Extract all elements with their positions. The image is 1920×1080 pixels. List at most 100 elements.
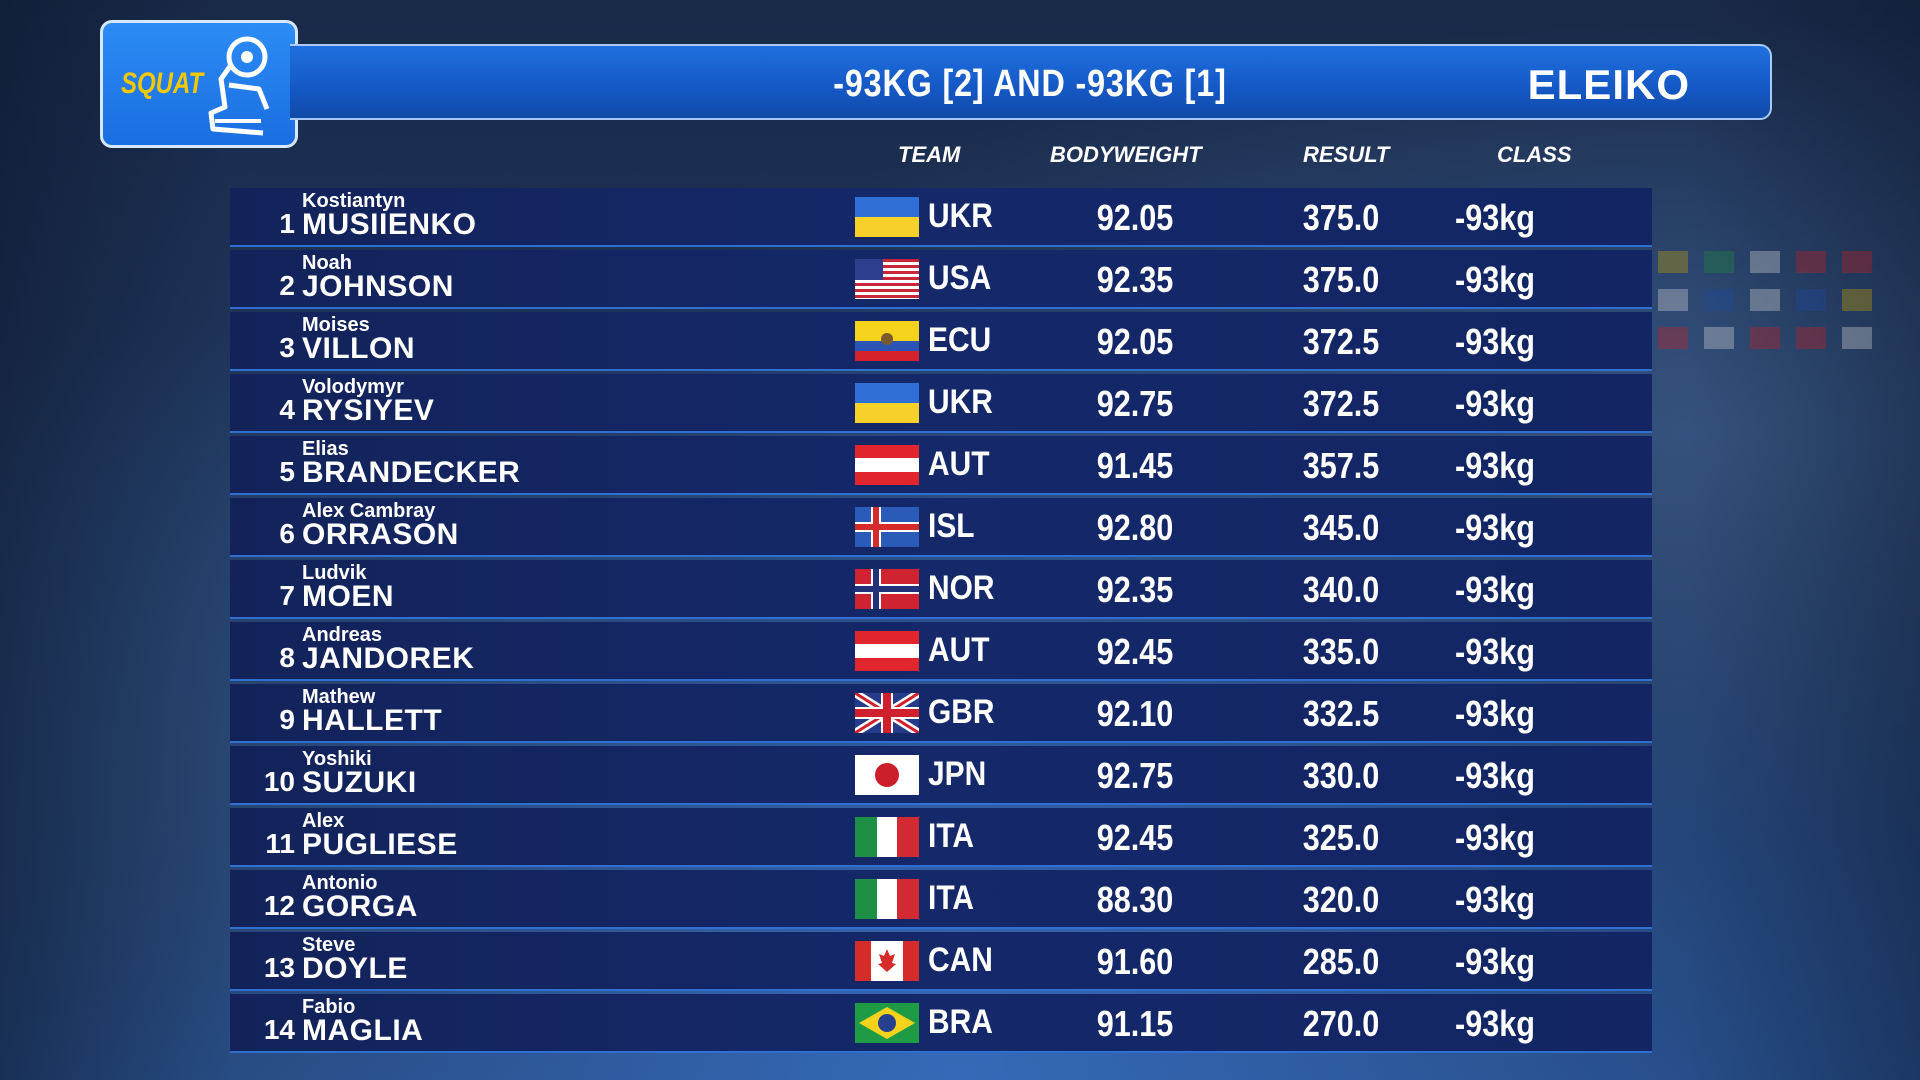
weight-class: -93kg bbox=[1455, 383, 1535, 424]
bodyweight-value: 92.80 bbox=[1096, 507, 1174, 548]
athlete-first-name: Noah bbox=[302, 252, 352, 274]
result-value: 285.0 bbox=[1302, 941, 1380, 982]
athlete-last-name: PUGLIESE bbox=[302, 828, 458, 861]
athlete-first-name: Fabio bbox=[302, 996, 356, 1018]
bodyweight-value: 92.75 bbox=[1096, 383, 1174, 424]
athlete-first-name: Ludvik bbox=[302, 562, 367, 584]
weight-class: -93kg bbox=[1455, 569, 1535, 610]
weight-class: -93kg bbox=[1455, 445, 1535, 486]
athlete-first-name: Kostiantyn bbox=[302, 190, 406, 212]
bodyweight-value: 92.10 bbox=[1096, 693, 1174, 734]
rank-number: 4 bbox=[279, 394, 295, 425]
event-logo: SQUAT bbox=[100, 20, 298, 148]
rank-number: 13 bbox=[263, 952, 295, 983]
athlete-last-name: SUZUKI bbox=[302, 766, 417, 799]
country-flag-icon bbox=[855, 693, 919, 733]
bodyweight-value: 92.05 bbox=[1096, 321, 1174, 362]
athlete-last-name: ORRASON bbox=[302, 518, 459, 551]
athlete-first-name: Moises bbox=[302, 314, 370, 336]
result-value: 320.0 bbox=[1302, 879, 1380, 920]
athlete-first-name: Volodymyr bbox=[302, 376, 404, 398]
bodyweight-value: 91.15 bbox=[1096, 1003, 1174, 1044]
bodyweight-value: 88.30 bbox=[1096, 879, 1174, 920]
country-flag-icon bbox=[855, 383, 919, 423]
page-title: -93KG [2] AND -93KG [1] bbox=[833, 63, 1227, 105]
country-flag-icon bbox=[855, 197, 919, 237]
rank-number: 11 bbox=[265, 828, 295, 859]
team-code: AUT bbox=[928, 631, 990, 669]
rank-number: 10 bbox=[263, 766, 295, 797]
table-row: 14 Fabio MAGLIA BRA 91.15 270.0 -93kg bbox=[230, 994, 1652, 1053]
result-value: 372.5 bbox=[1302, 321, 1380, 362]
bodyweight-value: 92.35 bbox=[1096, 259, 1174, 300]
weight-class: -93kg bbox=[1455, 941, 1535, 982]
table-row: 13 Steve DOYLE CAN 91.60 285.0 -93kg bbox=[230, 932, 1652, 991]
sponsor-logo: ELEIKO bbox=[1527, 61, 1690, 108]
column-header-team: TEAM bbox=[898, 142, 961, 167]
athlete-last-name: MUSIIENKO bbox=[302, 208, 477, 241]
bodyweight-value: 92.45 bbox=[1096, 631, 1174, 672]
column-header-result: RESULT bbox=[1303, 142, 1390, 167]
column-header-bodyweight: BODYWEIGHT bbox=[1050, 142, 1202, 167]
result-value: 372.5 bbox=[1302, 383, 1380, 424]
team-code: USA bbox=[928, 259, 992, 297]
country-flag-icon bbox=[855, 445, 919, 485]
rank-number: 5 bbox=[279, 456, 295, 487]
athlete-last-name: VILLON bbox=[302, 332, 415, 365]
athlete-last-name: GORGA bbox=[302, 890, 418, 923]
result-value: 375.0 bbox=[1302, 197, 1380, 238]
athlete-first-name: Elias bbox=[302, 438, 349, 460]
team-code: UKR bbox=[928, 383, 993, 421]
squat-lifter-icon bbox=[208, 36, 270, 136]
athlete-last-name: JOHNSON bbox=[302, 270, 454, 303]
rank-number: 6 bbox=[279, 518, 295, 549]
country-flag-icon bbox=[855, 879, 919, 919]
result-value: 330.0 bbox=[1302, 755, 1380, 796]
athlete-last-name: JANDOREK bbox=[302, 642, 475, 675]
result-value: 357.5 bbox=[1302, 445, 1380, 486]
table-row: 7 Ludvik MOEN NOR 92.35 340.0 -93kg bbox=[230, 560, 1652, 619]
athlete-first-name: Mathew bbox=[302, 686, 376, 708]
athlete-first-name: Alex Cambray bbox=[302, 500, 436, 522]
table-row: 6 Alex Cambray ORRASON ISL 92.80 345.0 -93kg bbox=[230, 498, 1652, 557]
weight-class: -93kg bbox=[1455, 693, 1535, 734]
column-header-class: CLASS bbox=[1497, 142, 1572, 167]
athlete-first-name: Antonio bbox=[302, 872, 378, 894]
team-code: UKR bbox=[928, 197, 993, 235]
table-row: 11 Alex PUGLIESE ITA 92.45 325.0 -93kg bbox=[230, 808, 1652, 867]
team-code: GBR bbox=[928, 693, 995, 731]
result-value: 345.0 bbox=[1302, 507, 1380, 548]
result-value: 325.0 bbox=[1302, 817, 1380, 858]
weight-class: -93kg bbox=[1455, 321, 1535, 362]
table-row: 5 Elias BRANDECKER AUT 91.45 357.5 -93kg bbox=[230, 436, 1652, 495]
table-row: 3 Moises VILLON ECU 92.05 372.5 -93kg bbox=[230, 312, 1652, 371]
country-flag-icon bbox=[855, 1003, 919, 1043]
event-logo-label: SQUAT bbox=[121, 67, 204, 100]
country-flag-icon bbox=[855, 817, 919, 857]
header-bar: -93KG [2] AND -93KG [1] ELEIKO bbox=[290, 44, 1772, 120]
bodyweight-value: 92.05 bbox=[1096, 197, 1174, 238]
results-table: 1 Kostiantyn MUSIIENKO UKR 92.05 375.0 -93kg 2 N… bbox=[230, 188, 1652, 1056]
bodyweight-value: 91.60 bbox=[1096, 941, 1174, 982]
country-flag-icon bbox=[855, 755, 919, 795]
bodyweight-value: 92.75 bbox=[1096, 755, 1174, 796]
team-code: ITA bbox=[928, 817, 974, 855]
result-value: 340.0 bbox=[1302, 569, 1380, 610]
rank-number: 14 bbox=[263, 1014, 295, 1045]
table-row: 8 Andreas JANDOREK AUT 92.45 335.0 -93kg bbox=[230, 622, 1652, 681]
team-code: AUT bbox=[928, 445, 990, 483]
team-code: CAN bbox=[928, 941, 993, 979]
background-flags-decoration bbox=[1650, 245, 1920, 445]
country-flag-icon bbox=[855, 941, 919, 981]
team-code: ISL bbox=[928, 507, 975, 545]
athlete-last-name: BRANDECKER bbox=[302, 456, 521, 489]
weight-class: -93kg bbox=[1455, 755, 1535, 796]
bodyweight-value: 92.35 bbox=[1096, 569, 1174, 610]
table-row: 4 Volodymyr RYSIYEV UKR 92.75 372.5 -93kg bbox=[230, 374, 1652, 433]
weight-class: -93kg bbox=[1455, 197, 1535, 238]
result-value: 270.0 bbox=[1302, 1003, 1380, 1044]
athlete-last-name: MAGLIA bbox=[302, 1014, 424, 1047]
table-row: 1 Kostiantyn MUSIIENKO UKR 92.05 375.0 -93kg bbox=[230, 188, 1652, 247]
table-row: 12 Antonio GORGA ITA 88.30 320.0 -93kg bbox=[230, 870, 1652, 929]
athlete-first-name: Andreas bbox=[302, 624, 383, 646]
